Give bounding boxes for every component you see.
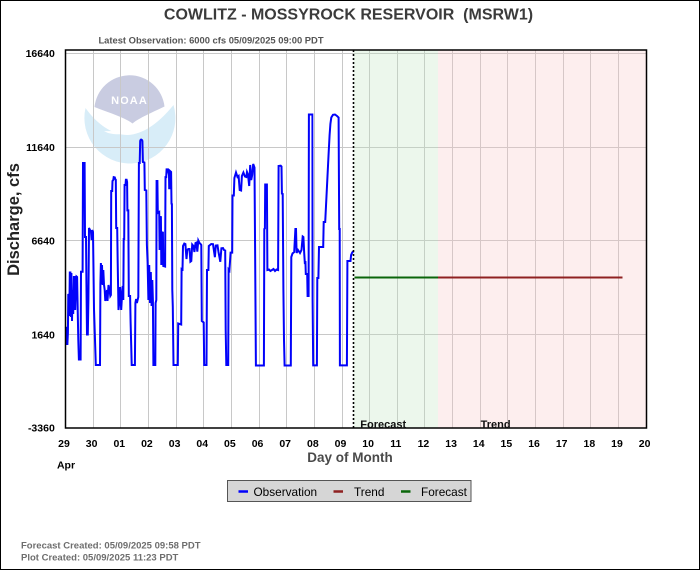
svg-text:15: 15 (501, 438, 513, 450)
svg-text:29: 29 (58, 438, 70, 450)
svg-text:18: 18 (584, 438, 596, 450)
svg-text:16: 16 (528, 438, 540, 450)
svg-text:09: 09 (335, 438, 347, 450)
svg-text:07: 07 (279, 438, 291, 450)
svg-text:Trend: Trend (481, 419, 511, 431)
svg-text:04: 04 (196, 438, 208, 450)
svg-text:Observation: Observation (254, 485, 318, 499)
svg-text:01: 01 (113, 438, 125, 450)
svg-text:COWLITZ - MOSSYROCK RESERVOIR: COWLITZ - MOSSYROCK RESERVOIR (MSRW1) (164, 7, 533, 24)
svg-text:30: 30 (86, 438, 98, 450)
svg-text:Plot Created: 05/09/2025 11:23: Plot Created: 05/09/2025 11:23 PDT (21, 552, 179, 563)
svg-text:-3360: -3360 (28, 423, 55, 435)
svg-text:10: 10 (362, 438, 374, 450)
svg-text:Forecast: Forecast (360, 419, 406, 431)
svg-text:20: 20 (639, 438, 651, 450)
svg-text:03: 03 (169, 438, 181, 450)
svg-text:12: 12 (418, 438, 430, 450)
svg-text:17: 17 (556, 438, 568, 450)
svg-text:Forecast Created: 05/09/2025 0: Forecast Created: 05/09/2025 09:58 PDT (21, 540, 201, 551)
svg-text:06: 06 (252, 438, 264, 450)
svg-text:02: 02 (141, 438, 153, 450)
svg-text:Latest Observation: 6000 cfs 0: Latest Observation: 6000 cfs 05/09/2025 … (98, 35, 323, 46)
svg-text:Discharge, cfs: Discharge, cfs (5, 163, 23, 276)
svg-text:08: 08 (307, 438, 319, 450)
svg-text:13: 13 (445, 438, 457, 450)
svg-text:19: 19 (611, 438, 623, 450)
svg-text:NOAA: NOAA (111, 95, 148, 107)
svg-text:11640: 11640 (26, 142, 55, 154)
svg-text:6640: 6640 (31, 236, 55, 248)
svg-text:16640: 16640 (26, 48, 55, 60)
svg-text:Apr: Apr (57, 460, 75, 472)
svg-text:05: 05 (224, 438, 236, 450)
svg-text:11: 11 (390, 438, 401, 450)
svg-text:Day of Month: Day of Month (307, 450, 393, 465)
svg-text:Forecast: Forecast (421, 485, 468, 499)
svg-text:1640: 1640 (31, 329, 55, 341)
svg-text:Trend: Trend (354, 485, 384, 499)
svg-text:14: 14 (473, 438, 485, 450)
